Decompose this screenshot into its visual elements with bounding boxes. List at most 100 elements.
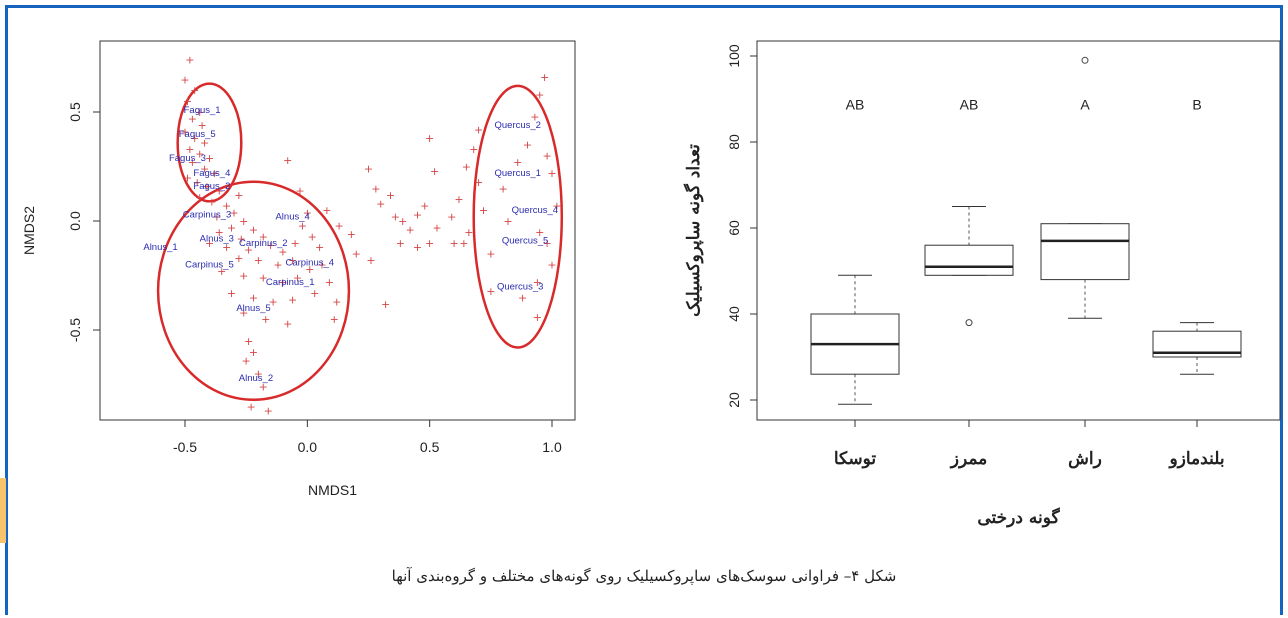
data-point-marker: + bbox=[266, 239, 275, 252]
site-label: Quercus_4 bbox=[512, 205, 558, 216]
data-point-marker: + bbox=[305, 263, 314, 276]
y-tick-label: 100 bbox=[726, 44, 742, 68]
data-point-marker: + bbox=[469, 143, 478, 156]
data-point-marker: + bbox=[425, 237, 434, 250]
data-point-marker: + bbox=[322, 204, 331, 217]
site-label: Alnus_4 bbox=[275, 212, 309, 223]
data-point-marker: + bbox=[249, 291, 258, 304]
data-point-marker: + bbox=[295, 184, 304, 197]
data-point-marker: + bbox=[430, 165, 439, 178]
site-label: Alnus_3 bbox=[200, 233, 234, 244]
x-tick-label: 1.0 bbox=[542, 439, 562, 455]
data-point-marker: + bbox=[188, 156, 197, 169]
nmds-scatter-plot: -0.5 0.0 0.5 1.0-0.50.00.5NMDS1NMDS2+++++++… bbox=[21, 40, 576, 498]
y-tick-label: -0.5 bbox=[67, 318, 83, 342]
data-point-marker: + bbox=[222, 200, 231, 213]
data-point-marker: + bbox=[552, 200, 561, 213]
data-point-marker: + bbox=[212, 211, 221, 224]
data-point-marker: + bbox=[547, 167, 556, 180]
data-point-marker: + bbox=[533, 311, 542, 324]
data-point-marker: + bbox=[259, 230, 268, 243]
site-label: Fagus_5 bbox=[179, 129, 216, 140]
data-point-marker: + bbox=[205, 237, 214, 250]
data-point-marker: + bbox=[310, 287, 319, 300]
data-point-marker: + bbox=[454, 193, 463, 206]
iqr-box bbox=[1040, 223, 1130, 281]
data-point-marker: + bbox=[298, 219, 307, 232]
data-point-marker: + bbox=[188, 113, 197, 126]
site-label: Quercus_5 bbox=[502, 236, 548, 247]
group-ellipse bbox=[176, 82, 243, 203]
tree-species-box-plot: 20 40 60 80 100 توسکا AB ممرز AB راش A بلندمازو B گون… bbox=[683, 40, 1281, 528]
data-point-marker: + bbox=[533, 276, 542, 289]
data-point-marker: + bbox=[450, 237, 459, 250]
data-point-marker: + bbox=[290, 237, 299, 250]
y-axis-label: NMDS2 bbox=[21, 206, 37, 255]
data-point-marker: + bbox=[542, 150, 551, 163]
data-point-marker: + bbox=[249, 224, 258, 237]
data-point-marker: + bbox=[190, 132, 199, 145]
data-point-marker: + bbox=[215, 184, 224, 197]
category-label: توسکا bbox=[834, 449, 877, 469]
data-point-marker: + bbox=[242, 355, 251, 368]
data-point-marker: + bbox=[413, 208, 422, 221]
y-tick-label: 80 bbox=[726, 134, 742, 150]
data-point-marker: + bbox=[261, 313, 270, 326]
group-letter: AB bbox=[960, 96, 979, 112]
site-label: Fagus_4 bbox=[193, 168, 230, 179]
data-point-marker: + bbox=[202, 180, 211, 193]
data-point-marker: + bbox=[180, 126, 189, 139]
data-point-marker: + bbox=[420, 200, 429, 213]
x-axis-label: NMDS1 bbox=[308, 482, 357, 498]
data-point-marker: + bbox=[518, 291, 527, 304]
site-label: Fagus_1 bbox=[184, 105, 221, 116]
data-point-marker: + bbox=[325, 276, 334, 289]
data-point-marker: + bbox=[503, 215, 512, 228]
data-point-marker: + bbox=[185, 143, 194, 156]
figure-frame bbox=[5, 5, 1283, 615]
group-letter: B bbox=[1192, 96, 1201, 112]
data-point-marker: + bbox=[479, 204, 488, 217]
data-point-marker: + bbox=[498, 182, 507, 195]
category-label: بلندمازو bbox=[1167, 449, 1224, 469]
x-tick-label: 0.5 bbox=[420, 439, 440, 455]
data-point-marker: + bbox=[234, 252, 243, 265]
data-point-marker: + bbox=[239, 307, 248, 320]
data-point-marker: + bbox=[308, 230, 317, 243]
site-label: Carpinus_1 bbox=[266, 277, 315, 288]
data-point-marker: + bbox=[278, 246, 287, 259]
data-point-marker: + bbox=[249, 346, 258, 359]
data-point-marker: + bbox=[303, 206, 312, 219]
group-ellipse bbox=[472, 84, 564, 349]
y-tick-label: 40 bbox=[726, 306, 742, 322]
data-point-marker: + bbox=[540, 71, 549, 84]
data-point-marker: + bbox=[259, 381, 268, 394]
data-point-marker: + bbox=[244, 243, 253, 256]
x-axis-label: گونه درختی bbox=[977, 507, 1060, 528]
site-label: Alnus_1 bbox=[143, 242, 177, 253]
data-point-marker: + bbox=[530, 110, 539, 123]
data-point-marker: + bbox=[193, 176, 202, 189]
data-point-marker: + bbox=[239, 215, 248, 228]
data-point-marker: + bbox=[237, 232, 246, 245]
plot-frame bbox=[756, 40, 1281, 421]
x-tick-label: -0.5 bbox=[173, 439, 197, 455]
figure-caption: شکل ۴– فراوانی سوسک‌های ساپروکسیلیک روی … bbox=[391, 567, 897, 585]
y-axis-label: تعداد گونه ساپروکسیلیک bbox=[683, 144, 704, 317]
data-point-marker: + bbox=[278, 276, 287, 289]
data-point-marker: + bbox=[288, 293, 297, 306]
data-point-marker: + bbox=[288, 254, 297, 267]
data-point-marker: + bbox=[210, 167, 219, 180]
data-point-marker: + bbox=[464, 226, 473, 239]
site-label: Carpinus_2 bbox=[239, 238, 288, 249]
site-label: Carpinus_4 bbox=[285, 257, 334, 268]
data-point-marker: + bbox=[315, 241, 324, 254]
data-point-marker: + bbox=[264, 405, 273, 418]
data-point-marker: + bbox=[244, 335, 253, 348]
data-point-marker: + bbox=[366, 254, 375, 267]
data-point-marker: + bbox=[335, 219, 344, 232]
data-point-marker: + bbox=[425, 132, 434, 145]
data-point-marker: + bbox=[398, 215, 407, 228]
data-point-marker: + bbox=[332, 296, 341, 309]
